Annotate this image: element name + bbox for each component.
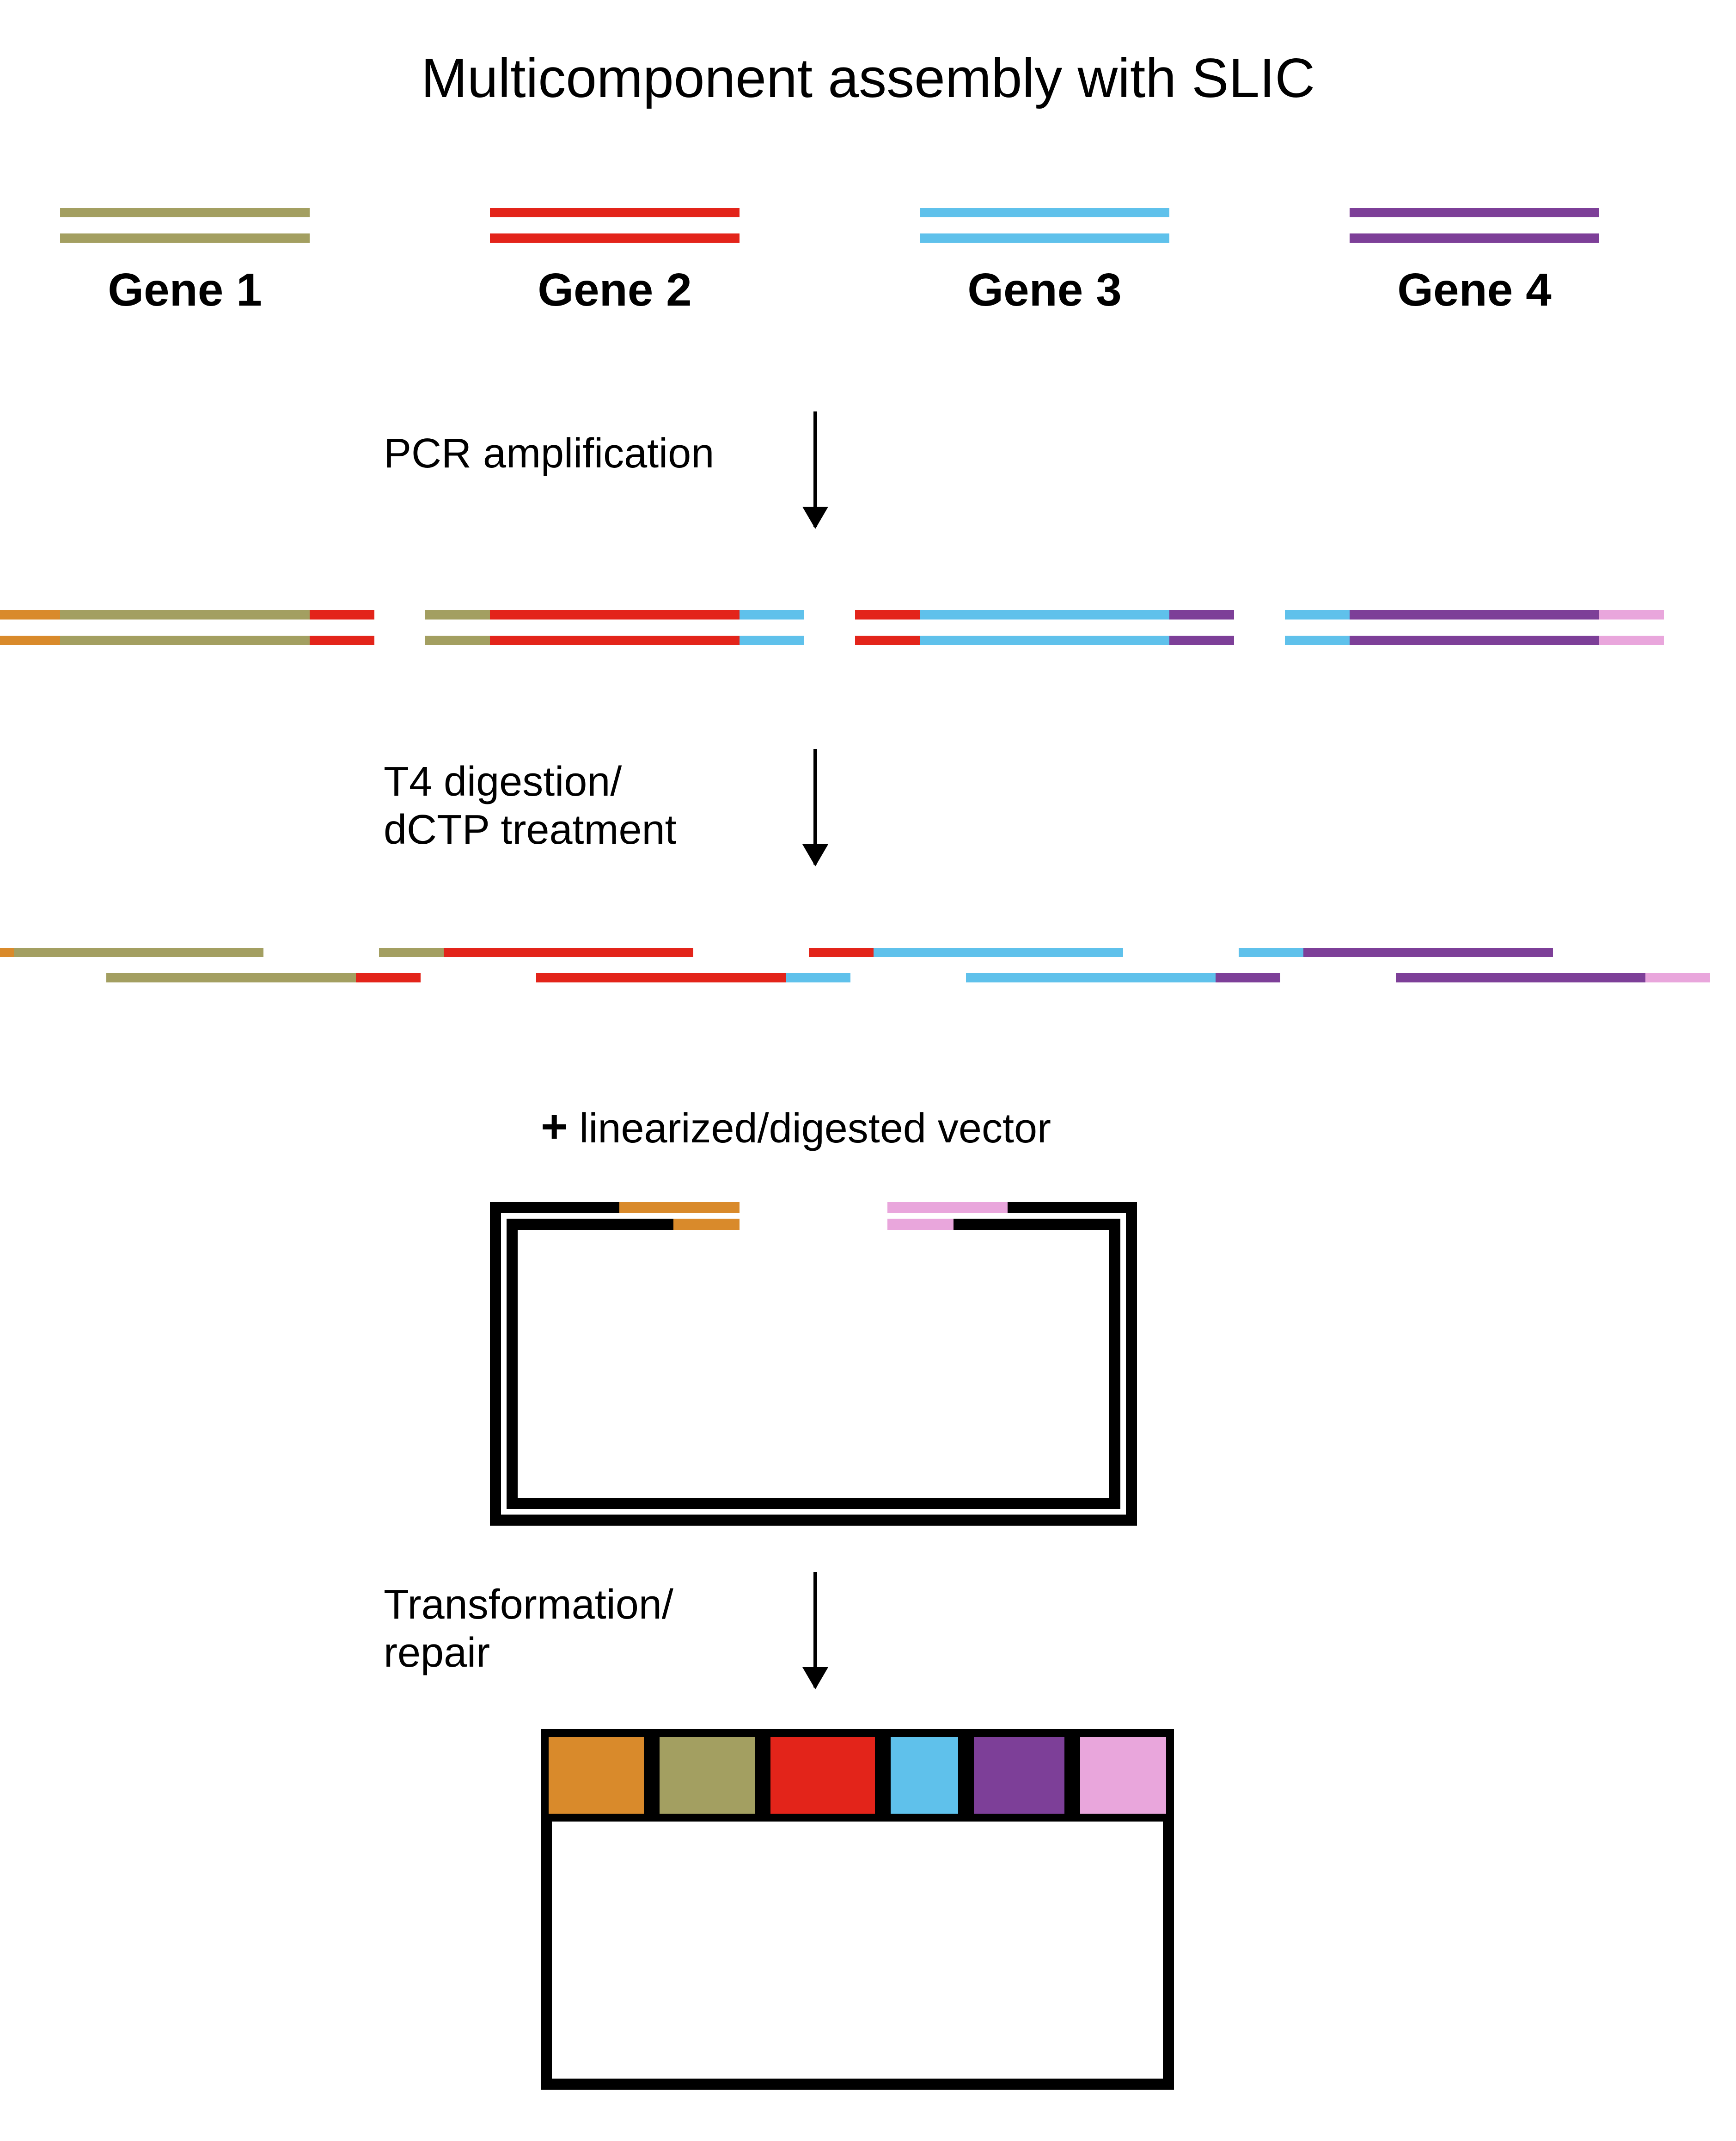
vector-left-overhang-outer xyxy=(619,1202,740,1213)
final-insert-box-5 xyxy=(1072,1729,1174,1822)
step-label-t4-line2: dCTP treatment xyxy=(384,807,677,853)
pcr-1-right-oh xyxy=(310,610,374,620)
pcr-2-left-oh xyxy=(425,636,490,645)
pcr-2-body xyxy=(490,610,740,620)
pcr-1-right-oh xyxy=(310,636,374,645)
gene-3-strand xyxy=(920,233,1169,243)
vector-inner-bottom xyxy=(507,1498,1120,1509)
pcr-3-right-oh xyxy=(1169,610,1234,620)
pcr-4-left-oh xyxy=(1285,610,1350,620)
t4-1-bot-right-oh xyxy=(356,973,421,982)
gene-1-strand xyxy=(60,208,310,217)
pcr-4-right-oh xyxy=(1599,636,1664,645)
final-insert-box-3 xyxy=(883,1729,966,1822)
t4-4-bot-right-oh xyxy=(1645,973,1710,982)
gene-4-strand xyxy=(1350,233,1599,243)
pcr-2-left-oh xyxy=(425,610,490,620)
gene-2-strand xyxy=(490,208,740,217)
vector-inner-top-right xyxy=(954,1219,1120,1230)
final-insert-box-4 xyxy=(966,1729,1072,1822)
gene-2-strand xyxy=(490,233,740,243)
t4-3-top-left-oh xyxy=(809,948,874,957)
t4-4-top-left-oh xyxy=(1239,948,1303,957)
t4-2-top-left-oh xyxy=(379,948,444,957)
diagram-title: Multicomponent assembly with SLIC xyxy=(0,46,1736,110)
gene-4-strand xyxy=(1350,208,1599,217)
t4-2-bot-body xyxy=(536,973,786,982)
arrow-t4 xyxy=(813,749,817,865)
step-label-transform-line2: repair xyxy=(384,1630,490,1676)
step-label-t4: T4 digestion/dCTP treatment xyxy=(384,758,677,854)
gene-1-strand xyxy=(60,233,310,243)
gene-1-label: Gene 1 xyxy=(69,264,300,317)
vector-outer-right xyxy=(1126,1202,1137,1526)
pcr-2-body xyxy=(490,636,740,645)
t4-3-top-body xyxy=(874,948,1123,957)
pcr-1-body xyxy=(60,610,310,620)
gene-4-label: Gene 4 xyxy=(1359,264,1590,317)
t4-4-bot-body xyxy=(1396,973,1645,982)
slic-diagram: Multicomponent assembly with SLIC Gene 1 G… xyxy=(0,0,1736,2141)
pcr-3-body xyxy=(920,610,1169,620)
vector-outer-bottom xyxy=(490,1515,1137,1526)
vector-inner-right xyxy=(1109,1219,1120,1509)
pcr-1-body xyxy=(60,636,310,645)
t4-4-top-body xyxy=(1303,948,1553,957)
pcr-4-body xyxy=(1350,636,1599,645)
vector-left-overhang-inner xyxy=(673,1219,740,1230)
gene-3-strand xyxy=(920,208,1169,217)
pcr-3-right-oh xyxy=(1169,636,1234,645)
pcr-4-left-oh xyxy=(1285,636,1350,645)
pcr-1-left-oh xyxy=(0,636,60,645)
vector-right-overhang-inner xyxy=(887,1219,954,1230)
vector-label-text: linearized/digested vector xyxy=(579,1105,1051,1152)
vector-right-overhang-outer xyxy=(887,1202,1008,1213)
step-label-transform-line1: Transformation/ xyxy=(384,1582,673,1628)
pcr-3-body xyxy=(920,636,1169,645)
final-insert-box-0 xyxy=(541,1729,652,1822)
pcr-3-left-oh xyxy=(855,610,920,620)
plus-vector-label: + linearized/digested vector xyxy=(541,1100,1051,1153)
gene-2-label: Gene 2 xyxy=(499,264,730,317)
gene-3-label: Gene 3 xyxy=(929,264,1160,317)
pcr-2-right-oh xyxy=(740,636,804,645)
step-label-pcr: PCR amplification xyxy=(384,430,714,478)
t4-1-top-body xyxy=(14,948,263,957)
final-vector-bottom xyxy=(541,2079,1174,2090)
final-insert-box-1 xyxy=(652,1729,763,1822)
pcr-4-body xyxy=(1350,610,1599,620)
pcr-4-right-oh xyxy=(1599,610,1664,620)
final-insert-box-2 xyxy=(763,1729,883,1822)
step-label-t4-line1: T4 digestion/ xyxy=(384,759,622,805)
t4-2-bot-right-oh xyxy=(786,973,850,982)
vector-inner-top-left xyxy=(507,1219,673,1230)
vector-outer-left xyxy=(490,1202,501,1526)
pcr-2-right-oh xyxy=(740,610,804,620)
step-label-transform: Transformation/repair xyxy=(384,1581,673,1677)
arrow-transform xyxy=(813,1572,817,1687)
vector-inner-left xyxy=(507,1219,518,1509)
t4-1-top-left-oh xyxy=(0,948,14,957)
t4-1-bot-body xyxy=(106,973,356,982)
t4-2-top-body xyxy=(444,948,693,957)
t4-3-bot-right-oh xyxy=(1216,973,1280,982)
plus-symbol: + xyxy=(541,1101,568,1153)
t4-3-bot-body xyxy=(966,973,1216,982)
pcr-3-left-oh xyxy=(855,636,920,645)
pcr-1-left-oh xyxy=(0,610,60,620)
arrow-pcr xyxy=(813,411,817,527)
